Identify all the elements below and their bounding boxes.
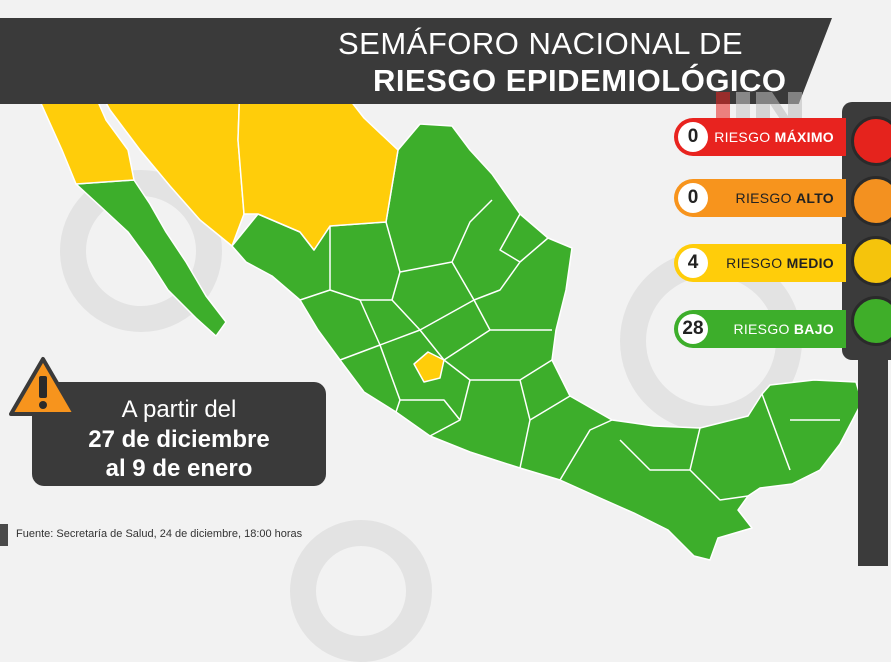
state-border — [761, 393, 791, 471]
legend-count: 0 — [678, 183, 708, 213]
legend-label-level: BAJO — [793, 321, 834, 337]
legend-riesgo-maximo: 0 RIESGO MÁXIMO — [674, 118, 846, 156]
source-marker — [0, 524, 8, 546]
yellow-light-icon — [851, 236, 891, 286]
legend-label-level: MEDIO — [786, 255, 834, 271]
mexico-map — [11, 29, 863, 561]
map-region-green — [75, 179, 227, 337]
legend-riesgo-alto: 0 RIESGO ALTO — [674, 179, 846, 217]
legend-label-prefix: RIESGO — [726, 255, 787, 271]
red-light-icon — [851, 116, 891, 166]
traffic-light-pole — [858, 360, 888, 566]
legend-label-level: MÁXIMO — [774, 129, 834, 145]
legend-label-prefix: RIESGO — [733, 321, 794, 337]
legend-count: 4 — [678, 248, 708, 278]
page-title-line1: SEMÁFORO NACIONAL DE — [338, 26, 744, 61]
date-range-line1: A partir del — [121, 396, 237, 423]
green-light-icon — [851, 296, 891, 346]
legend-label-prefix: RIESGO — [714, 129, 775, 145]
orange-light-icon — [851, 176, 891, 226]
legend-riesgo-medio: 4 RIESGO MEDIO — [674, 244, 846, 282]
legend-label-level: ALTO — [795, 190, 834, 206]
date-range-line3: al 9 de enero — [105, 455, 253, 482]
date-range-line2: 27 de diciembre — [88, 426, 270, 453]
title-banner — [0, 18, 832, 104]
legend-label-prefix: RIESGO — [735, 190, 796, 206]
warning-icon — [9, 357, 77, 416]
legend-count: 28 — [678, 314, 708, 344]
legend-riesgo-bajo: 28 RIESGO BAJO — [674, 310, 846, 348]
legend-count: 0 — [678, 122, 708, 152]
date-range-box: A partir del 27 de diciembre al 9 de ene… — [32, 382, 326, 486]
map-region-yellow — [413, 351, 445, 383]
map-region-yellow — [237, 81, 399, 251]
source-text: Fuente: Secretaría de Salud, 24 de dicie… — [16, 528, 303, 540]
